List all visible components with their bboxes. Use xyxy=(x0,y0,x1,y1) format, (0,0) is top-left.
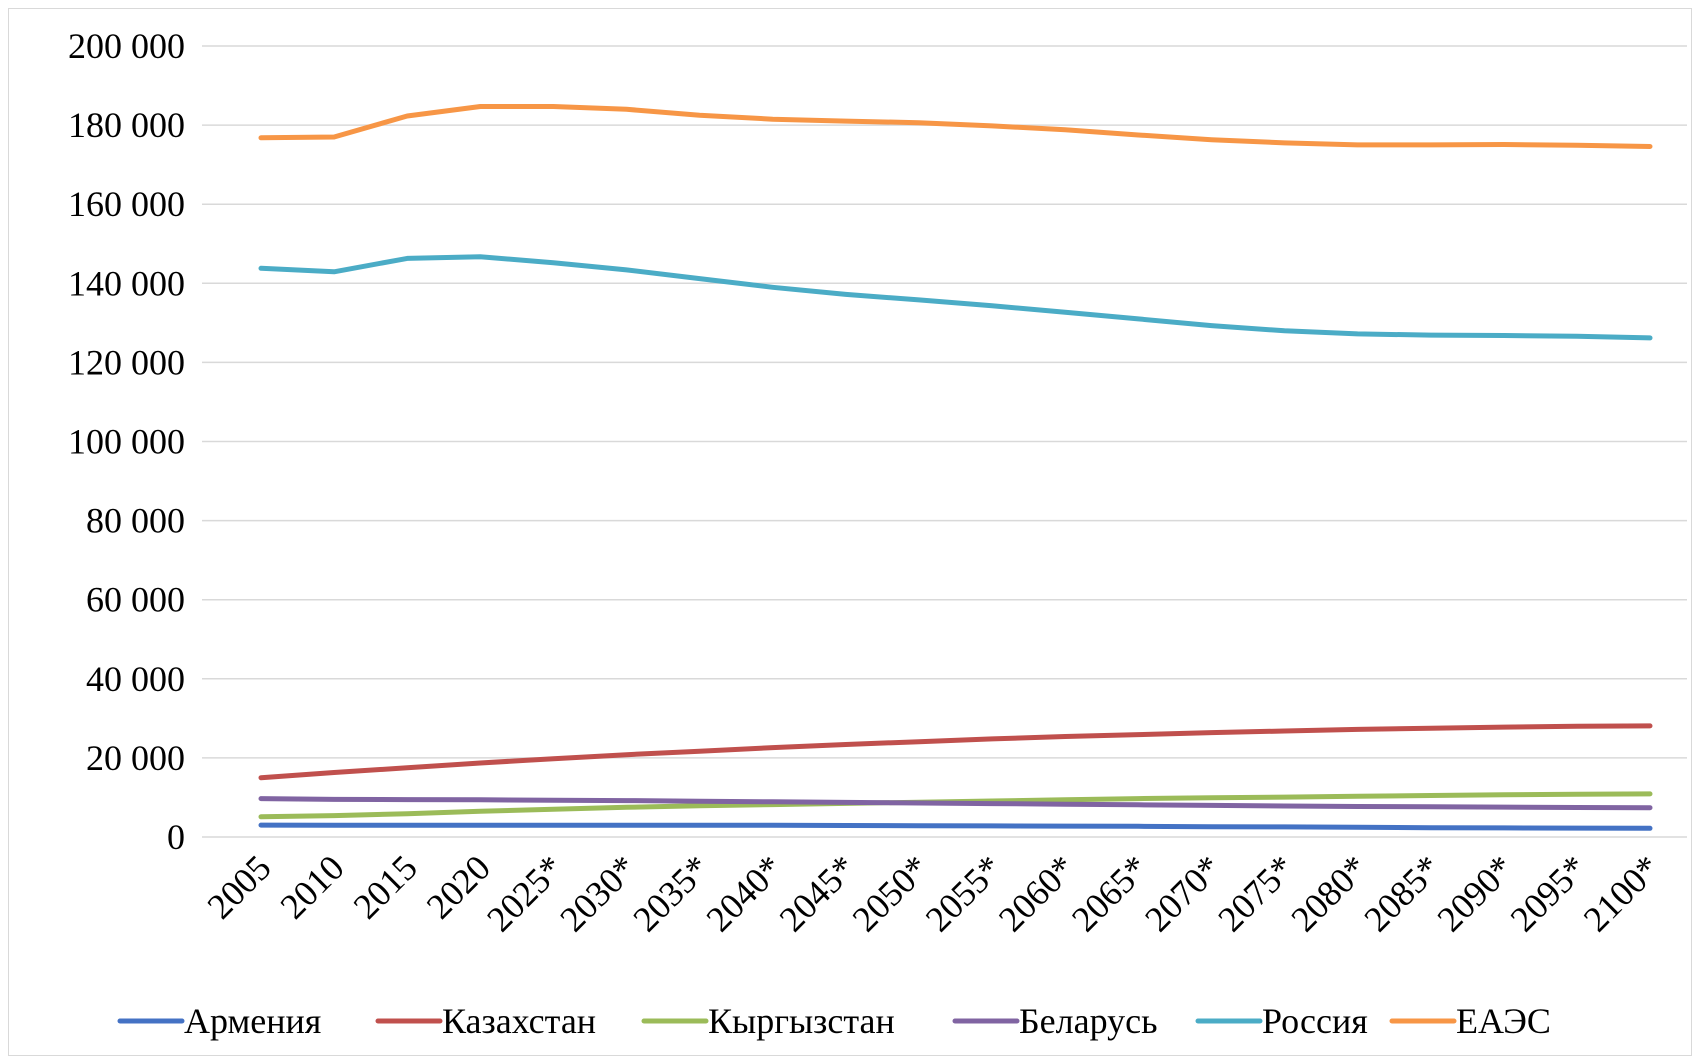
legend-item: Армения xyxy=(117,1001,321,1041)
x-tick-label: 2100* xyxy=(1576,847,1668,939)
y-tick-label: 200 000 xyxy=(68,26,185,66)
y-tick-label: 100 000 xyxy=(68,422,185,462)
legend-item: Кыргызстан xyxy=(641,1001,895,1041)
legend-label: Россия xyxy=(1262,1001,1368,1041)
x-tick-label: 2015 xyxy=(346,847,425,926)
x-tick-label: 2060* xyxy=(991,847,1083,939)
x-tick-label: 2085* xyxy=(1356,847,1448,939)
series-line-армения xyxy=(258,822,1653,831)
x-tick-label: 2040* xyxy=(698,847,790,939)
y-tick-label: 80 000 xyxy=(86,501,185,541)
y-tick-label: 160 000 xyxy=(68,184,185,224)
x-tick-label: 2010 xyxy=(273,847,352,926)
x-tick-label: 2080* xyxy=(1283,847,1375,939)
legend-label: Казахстан xyxy=(442,1001,596,1041)
x-tick-label: 2075* xyxy=(1210,847,1302,939)
series-line-беларусь xyxy=(258,796,1653,811)
x-tick-label: 2045* xyxy=(772,847,864,939)
legend-item: Беларусь xyxy=(952,1001,1158,1041)
y-tick-label: 20 000 xyxy=(86,738,185,778)
x-tick-label: 2055* xyxy=(918,847,1010,939)
legend-label: Кыргызстан xyxy=(708,1001,895,1041)
y-axis-tick-labels: 0 20 000 40 000 60 000 80 000 100 000 120 000 1… xyxy=(68,26,185,857)
y-tick-label: 140 000 xyxy=(68,263,185,303)
x-tick-label: 2065* xyxy=(1064,847,1156,939)
legend-item: Россия xyxy=(1195,1001,1368,1041)
x-tick-label: 2030* xyxy=(552,847,644,939)
gridlines xyxy=(202,45,1687,838)
y-tick-label: 120 000 xyxy=(68,342,185,382)
legend-label: Беларусь xyxy=(1019,1001,1158,1041)
series-line-россия xyxy=(258,254,1653,341)
x-tick-label: 2050* xyxy=(845,847,937,939)
x-axis-tick-labels: 20052010201520202025*2030*2035*2040*2045… xyxy=(199,847,1667,939)
x-tick-label: 2090* xyxy=(1430,847,1522,939)
x-tick-label: 2025* xyxy=(479,847,571,939)
legend: Армения Казахстан Кыргызстан Беларусь Россия… xyxy=(117,1001,1551,1041)
legend-label: ЕАЭС xyxy=(1456,1001,1551,1041)
x-tick-label: 2095* xyxy=(1503,847,1595,939)
x-tick-label: 2035* xyxy=(625,847,717,939)
series-line-еаэс xyxy=(258,104,1653,149)
series-line-казахстан xyxy=(258,723,1653,781)
y-tick-label: 40 000 xyxy=(86,659,185,699)
y-tick-label: 60 000 xyxy=(86,580,185,620)
y-tick-label: 0 xyxy=(167,817,185,857)
y-tick-label: 180 000 xyxy=(68,105,185,145)
chart-frame xyxy=(8,8,1692,1056)
legend-item: Казахстан xyxy=(375,1001,596,1041)
series-lines xyxy=(258,104,1653,831)
x-tick-label: 2005 xyxy=(199,847,278,926)
legend-item: ЕАЭС xyxy=(1389,1001,1551,1041)
legend-label: Армения xyxy=(184,1001,321,1041)
x-tick-label: 2070* xyxy=(1137,847,1229,939)
